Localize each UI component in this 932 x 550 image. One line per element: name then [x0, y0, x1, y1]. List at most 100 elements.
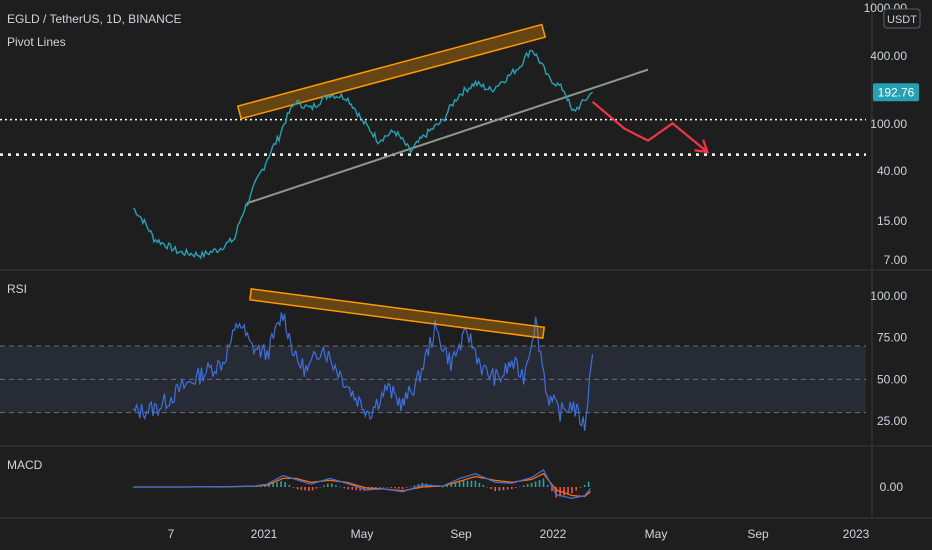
macd-histogram-bar [470, 480, 473, 487]
macd-histogram-bar [490, 487, 493, 490]
macd-histogram-bar [458, 480, 461, 487]
macd-histogram-bar [405, 487, 408, 488]
price-tick-label: 40.00 [877, 164, 907, 178]
macd-histogram-bar [462, 480, 465, 487]
macd-histogram-bar [551, 487, 553, 492]
macd-histogram-bar [571, 487, 573, 494]
time-tick-label: Sep [450, 527, 472, 541]
macd-histogram-bar [583, 484, 586, 487]
time-tick-label: 2023 [843, 527, 870, 541]
time-tick-label: 2022 [540, 527, 567, 541]
x-axis-ticks: 7 2021 May Sep 2022 May Sep 2023 [168, 527, 870, 541]
grid-lines [0, 118, 866, 414]
macd-histogram-bar [343, 487, 346, 489]
macd-histogram-bar [506, 487, 509, 490]
macd-histogram-bar [330, 483, 333, 487]
macd-histogram-bar [498, 487, 501, 491]
macd-histogram-bar [300, 487, 303, 490]
indicator-label: Pivot Lines [7, 35, 66, 49]
macd-histogram-bar [378, 487, 381, 488]
macd-histogram-bar [486, 487, 489, 488]
price-annotations [236, 23, 649, 205]
macd-histogram-bar [132, 487, 135, 488]
macd-histogram-bar [409, 486, 412, 488]
rsi-tick-label: 25.00 [877, 414, 907, 428]
currency-badge-label: USDT [887, 14, 917, 26]
macd-histogram-bar [339, 486, 341, 488]
macd-histogram-bar [587, 481, 590, 487]
macd-signal-line [133, 472, 592, 498]
rsi-series [132, 312, 594, 431]
macd-histogram-bar [296, 487, 299, 490]
macd-histogram-bar [417, 484, 420, 487]
forecast-arrow-head [694, 139, 710, 154]
forecast-arrow-path [591, 100, 709, 153]
macd-histogram-bar [518, 486, 521, 488]
price-tick-label: 100.00 [870, 117, 907, 131]
macd-histogram-bar [534, 481, 537, 487]
macd-histogram-bar [567, 487, 569, 495]
macd-line [133, 468, 592, 500]
macd-histogram-bar [466, 480, 469, 487]
macd-histogram-bar [563, 487, 565, 496]
macd-histogram-bar [502, 487, 505, 491]
macd-histogram-bar [546, 484, 549, 487]
price-tick-label: 400.00 [870, 49, 907, 63]
macd-histogram-bar [386, 487, 389, 488]
macd-histogram-bar [288, 484, 291, 487]
time-tick-label: 2021 [251, 527, 278, 541]
price-tick-label: 15.00 [877, 214, 907, 228]
macd-histogram-bar [482, 484, 485, 487]
macd-histogram-bar [335, 485, 337, 487]
macd-histogram-bar [382, 487, 385, 488]
macd-histogram-bar [514, 487, 517, 488]
macd-histogram-bar [272, 483, 274, 487]
macd-histogram-bar [575, 487, 578, 491]
y-axis-ticks: 1000.00400.00100.0040.0015.007.00100.007… [864, 1, 908, 494]
macd-histogram-bar [304, 487, 306, 491]
macd-histogram-bar [522, 485, 525, 487]
rsi-panel-title: RSI [7, 282, 27, 296]
macd-histogram-bar [367, 487, 369, 491]
macd-panel-title: MACD [7, 458, 43, 472]
macd-histogram-bar [308, 487, 310, 491]
overlay-annotations [248, 100, 710, 339]
macd-histogram-bar [292, 487, 295, 488]
price-series [132, 49, 593, 260]
macd-histogram-bar [401, 487, 404, 490]
macd-tick-label: 0.00 [880, 480, 904, 494]
macd-histogram-bar [538, 480, 541, 487]
time-tick-label: Sep [747, 527, 769, 541]
macd-histogram-bar [511, 487, 513, 490]
macd-histogram-bar [494, 487, 496, 492]
macd-histogram-bar [530, 482, 533, 487]
macd-histogram-bar [442, 487, 444, 488]
price-line [132, 49, 593, 260]
macd-histogram-bar [474, 480, 477, 487]
macd-histogram-bar [355, 487, 358, 491]
macd-histogram-bar [526, 484, 529, 487]
rsi-tick-label: 100.00 [870, 289, 907, 303]
support-trendline [246, 68, 649, 205]
time-tick-label: May [645, 527, 668, 541]
macd-histogram-bar [450, 483, 453, 487]
macd-histogram-bar [394, 487, 396, 489]
last-price-label: 192.76 [878, 85, 915, 99]
macd-histogram-bar [323, 485, 325, 487]
macd-histogram-bar [454, 482, 457, 487]
macd-histogram-bar [276, 482, 278, 487]
time-tick-label: 7 [168, 527, 175, 541]
macd-histogram-bar [359, 487, 362, 491]
currency-badge[interactable] [883, 8, 921, 29]
macd-histogram-bar [280, 481, 282, 487]
macd-histogram-bar [555, 487, 557, 498]
macd-histogram-bar [260, 485, 262, 487]
time-tick-label: May [351, 527, 374, 541]
last-price-badge [873, 83, 919, 102]
rsi-tick-label: 50.00 [877, 372, 907, 386]
macd-histogram-bar [284, 482, 286, 487]
macd-histogram-bar [351, 487, 354, 490]
macd-histogram-bar [311, 487, 314, 491]
